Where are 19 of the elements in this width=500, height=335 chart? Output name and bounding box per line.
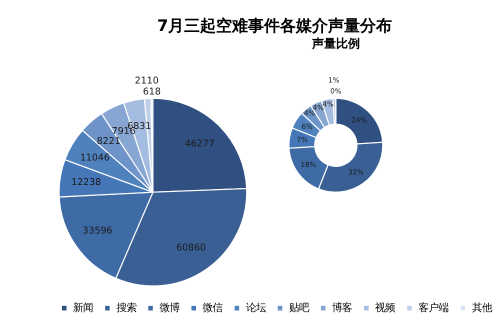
legend-label: 论坛 bbox=[246, 302, 266, 314]
legend-label: 搜索 bbox=[116, 302, 136, 314]
legend-label: 新闻 bbox=[73, 302, 94, 314]
legend-label: 博客 bbox=[332, 302, 352, 314]
legend-label: 其他 bbox=[472, 302, 492, 314]
legend-label: 微信 bbox=[202, 302, 223, 314]
data-label: 11046 bbox=[80, 152, 110, 164]
data-label: 12238 bbox=[71, 176, 102, 188]
data-label: 2110 bbox=[134, 76, 159, 87]
data-label: 46277 bbox=[184, 138, 215, 150]
chart-title: 7月三起空难事件各媒介声量分布 bbox=[157, 16, 392, 35]
data-label: 618 bbox=[142, 86, 161, 98]
legend-label: 视频 bbox=[375, 302, 396, 314]
legend-label: 客户端 bbox=[418, 302, 448, 314]
data-label: 33596 bbox=[82, 226, 112, 237]
legend-label: 贴吧 bbox=[288, 302, 309, 314]
chart-title: 声量比例 bbox=[310, 36, 360, 51]
legend-label: 微博 bbox=[159, 302, 180, 314]
data-label: 60860 bbox=[176, 242, 206, 254]
